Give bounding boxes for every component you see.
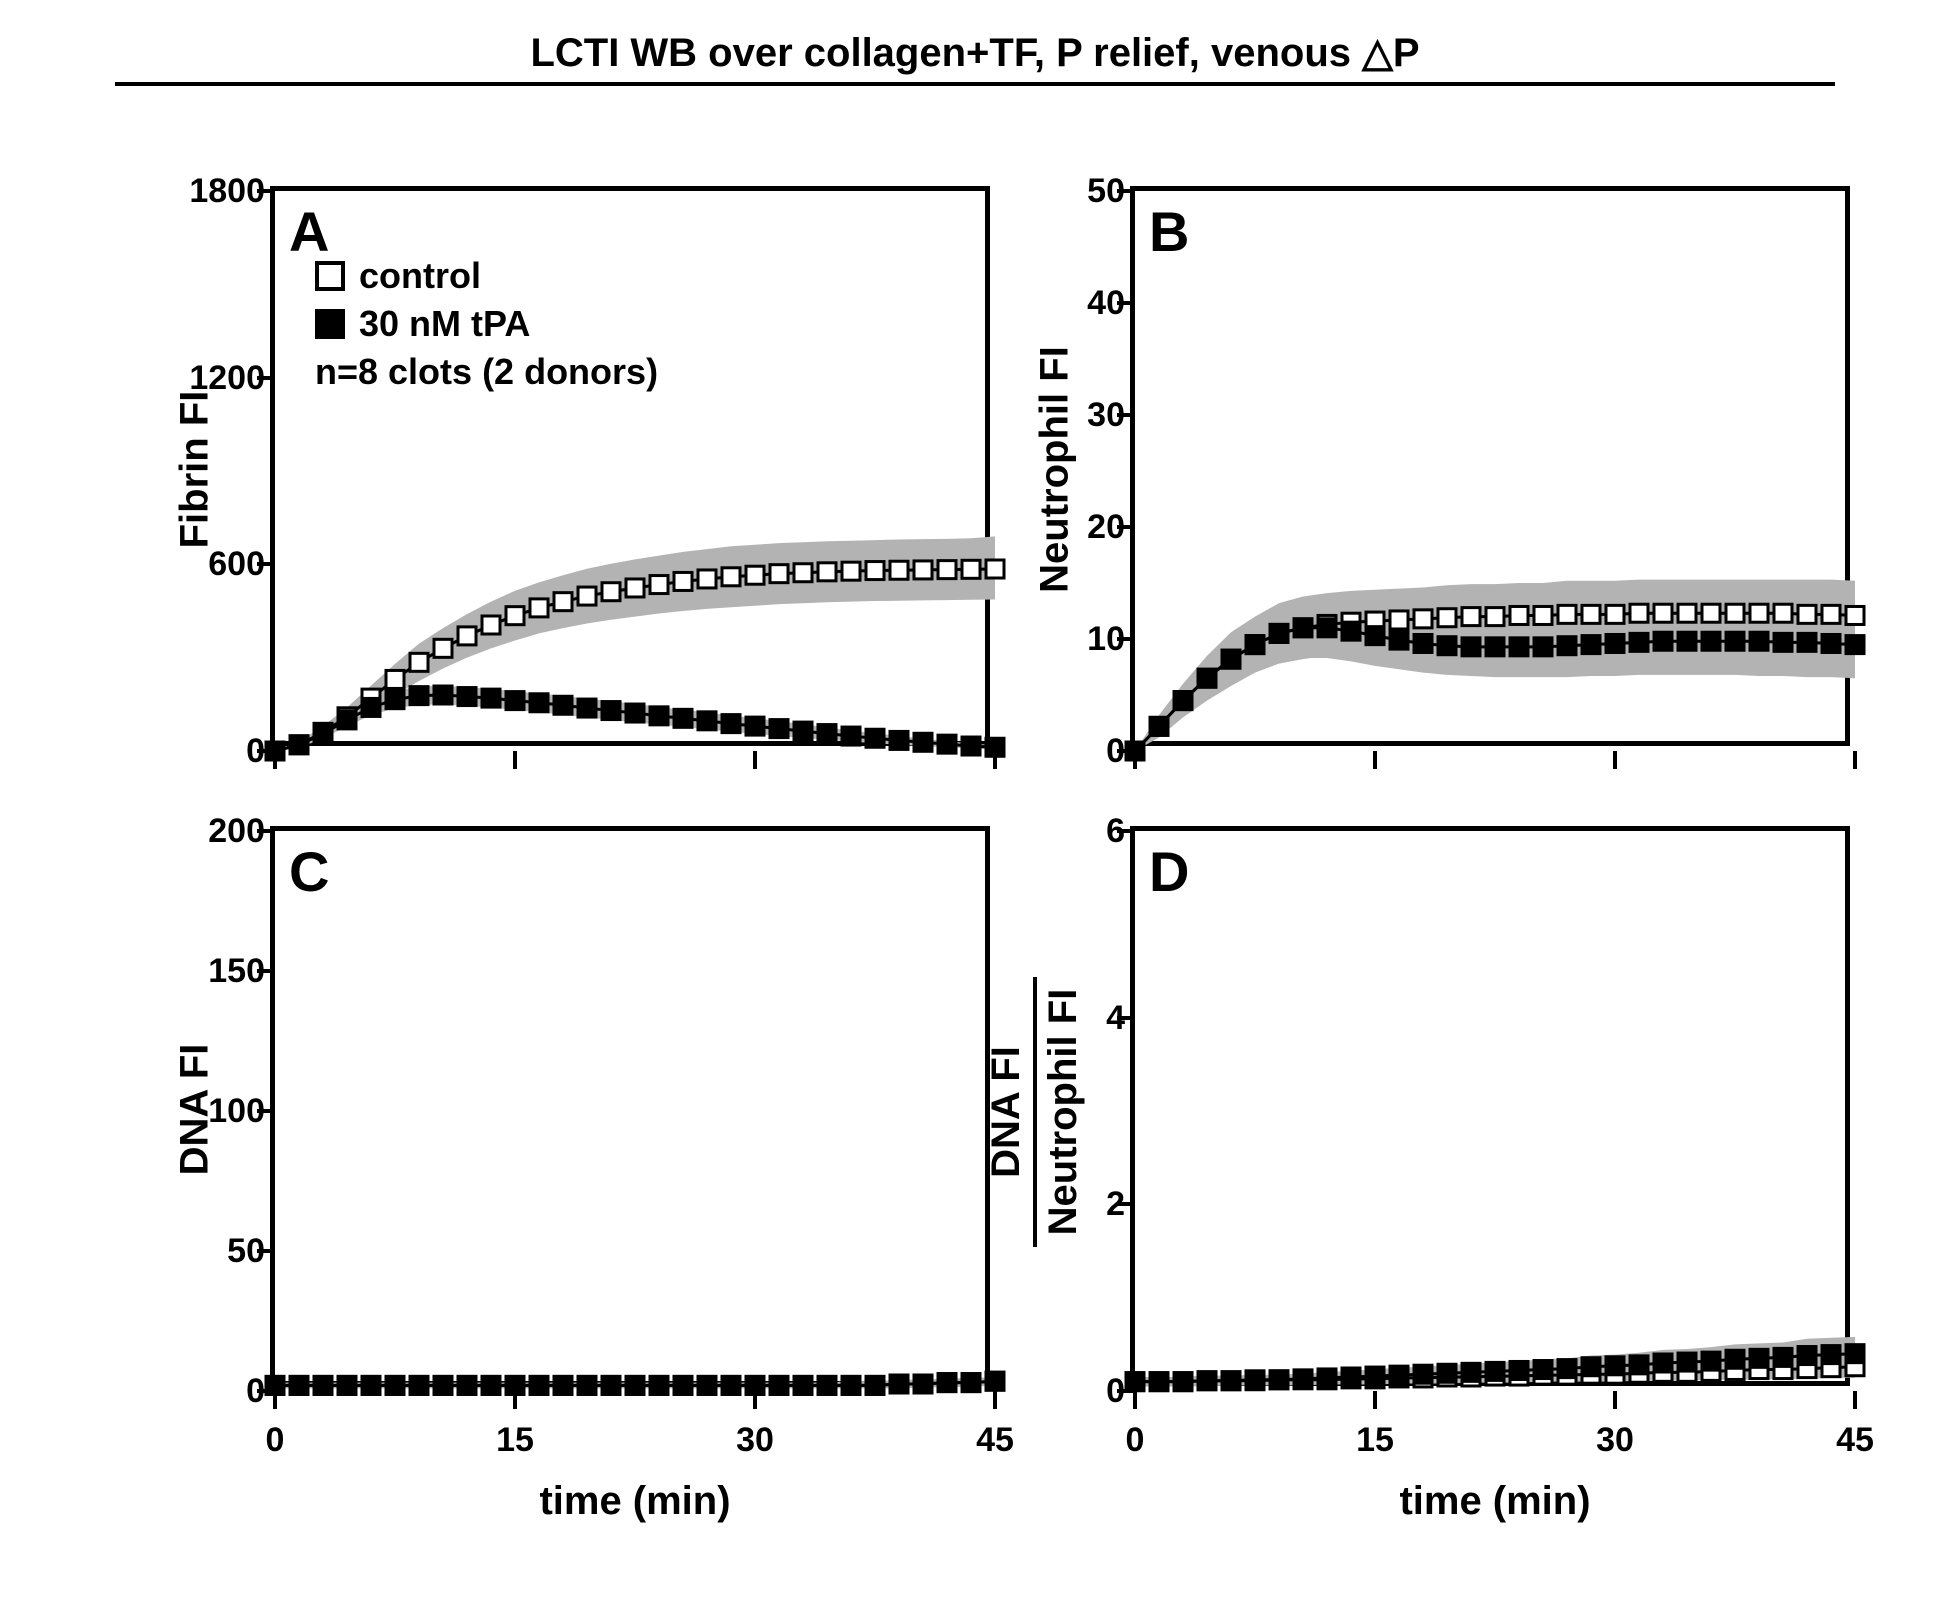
xtick xyxy=(1613,751,1617,769)
ylabel-C: DNA FI xyxy=(173,960,218,1260)
ylabel-D: DNA FI Neutrophil FI xyxy=(984,942,1086,1282)
legend-note: n=8 clots (2 donors) xyxy=(315,351,658,393)
xtick-label: 0 xyxy=(235,1421,315,1460)
ytick-label: 200 xyxy=(145,812,265,851)
xtick xyxy=(1373,1391,1377,1409)
panel-label-C: C xyxy=(289,839,329,904)
xtick xyxy=(513,1391,517,1409)
xtick xyxy=(993,1391,997,1409)
xtick xyxy=(993,751,997,769)
ylabel-D-denominator: Neutrophil FI xyxy=(1041,942,1086,1282)
xtick xyxy=(1853,1391,1857,1409)
xtick xyxy=(513,751,517,769)
open-square-icon xyxy=(315,261,345,291)
ylabel-D-numerator: DNA FI xyxy=(984,942,1029,1282)
ytick-label: 40 xyxy=(1005,284,1125,323)
panel-label-B: B xyxy=(1149,199,1189,264)
plot-area-C: C0501001502000153045time (min)DNA FI xyxy=(270,826,990,1386)
title-rule xyxy=(115,82,1835,86)
xtick-label: 45 xyxy=(955,1421,1035,1460)
panel-B: B01020304050Neutrophil FI xyxy=(1130,186,1950,896)
legend-label: 30 nM tPA xyxy=(359,303,530,345)
ylabel-D-fraction-line xyxy=(1033,977,1037,1247)
xtick xyxy=(1613,1391,1617,1409)
plot-area-A: A060012001800Fibrin FIcontrol30 nM tPAn=… xyxy=(270,186,990,746)
xtick-label: 30 xyxy=(1575,1421,1655,1460)
ytick-label: 0 xyxy=(1005,732,1125,771)
ytick-label: 6 xyxy=(1005,812,1125,851)
legend-row: control xyxy=(315,255,658,297)
plot-area-B: B01020304050Neutrophil FI xyxy=(1130,186,1850,746)
ylabel-B: Neutrophil FI xyxy=(1033,320,1078,620)
xtick xyxy=(273,751,277,769)
ytick-label: 50 xyxy=(1005,172,1125,211)
ytick-label: 0 xyxy=(145,732,265,771)
figure-container: LCTI WB over collagen+TF, P relief, veno… xyxy=(50,30,1900,1570)
ytick-label: 10 xyxy=(1005,620,1125,659)
panel-label-D: D xyxy=(1149,839,1189,904)
legend-label: control xyxy=(359,255,481,297)
xtick xyxy=(1133,751,1137,769)
xtick xyxy=(1853,751,1857,769)
filled-square-icon xyxy=(315,309,345,339)
xlabel: time (min) xyxy=(1135,1479,1855,1524)
ytick-label: 0 xyxy=(1005,1372,1125,1411)
xtick xyxy=(1133,1391,1137,1409)
plot-area-D: D02460153045time (min)DNA FINeutrophil F… xyxy=(1130,826,1850,1386)
xlabel: time (min) xyxy=(275,1479,995,1524)
panel-D: D02460153045time (min)DNA FINeutrophil F… xyxy=(1130,826,1950,1536)
legend-row: 30 nM tPA xyxy=(315,303,658,345)
ylabel-A: Fibrin FI xyxy=(173,320,218,620)
xtick-label: 0 xyxy=(1095,1421,1175,1460)
xtick-label: 15 xyxy=(1335,1421,1415,1460)
panels-area: A060012001800Fibrin FIcontrol30 nM tPAn=… xyxy=(50,106,1900,1526)
xtick xyxy=(753,1391,757,1409)
xtick-label: 15 xyxy=(475,1421,555,1460)
figure-title: LCTI WB over collagen+TF, P relief, veno… xyxy=(50,30,1900,82)
xtick-label: 45 xyxy=(1815,1421,1895,1460)
xtick xyxy=(273,1391,277,1409)
xtick xyxy=(1373,751,1377,769)
xtick xyxy=(753,751,757,769)
legend: control 30 nM tPA n=8 clots (2 donors) xyxy=(315,255,658,393)
xtick-label: 30 xyxy=(715,1421,795,1460)
ytick-label: 0 xyxy=(145,1372,265,1411)
ytick-label: 1800 xyxy=(145,172,265,211)
